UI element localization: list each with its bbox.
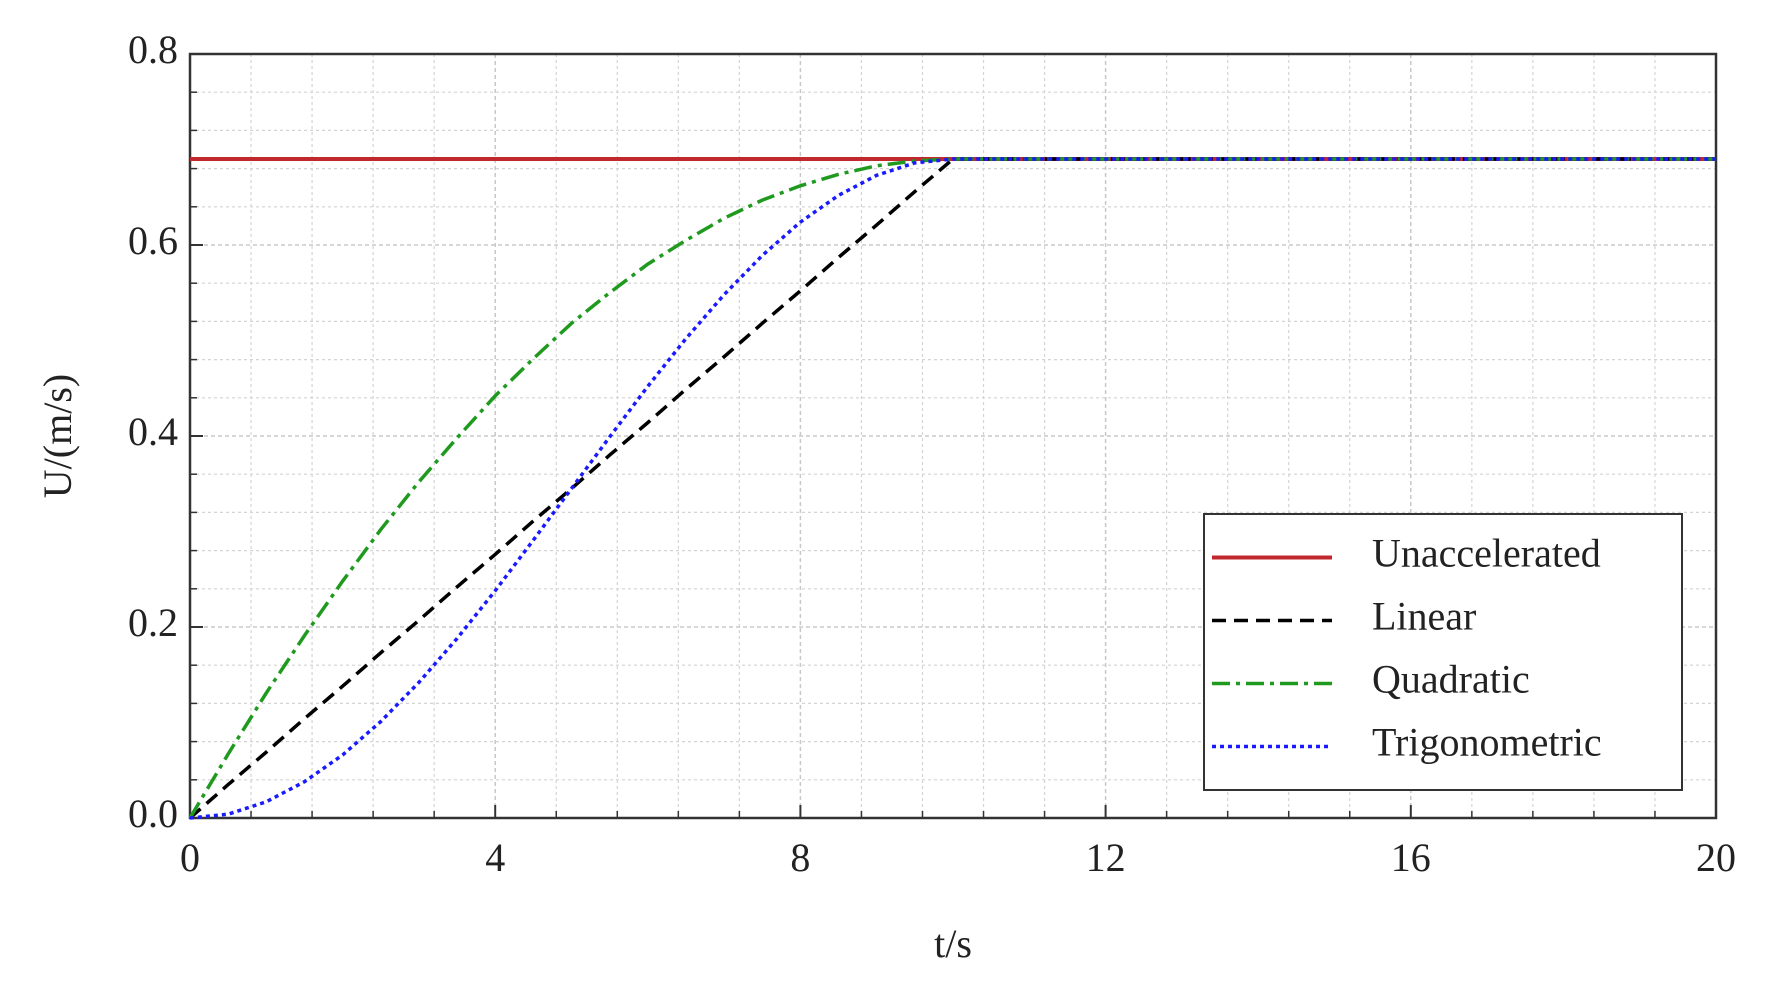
series-line (188, 157, 1716, 820)
x-axis-label: t/s (934, 921, 972, 966)
legend-box (1203, 513, 1683, 791)
series-line (189, 157, 1716, 820)
plot-frame (188, 52, 1718, 820)
y-tick-label: 0.2 (128, 600, 178, 645)
y-tick-label: 0.6 (128, 218, 178, 263)
x-tick-label: 12 (1086, 835, 1126, 880)
x-tick-label: 0 (180, 835, 200, 880)
series-line (188, 157, 1716, 819)
y-tick-label: 0.4 (128, 409, 178, 454)
legend-label: Unaccelerated (1372, 531, 1601, 576)
y-tick-label: 0.8 (128, 27, 178, 72)
x-tick-label: 8 (790, 835, 810, 880)
x-tick-label: 16 (1391, 835, 1431, 880)
x-tick-label: 20 (1696, 835, 1736, 880)
legend-label: Trigonometric (1372, 720, 1602, 765)
x-tick-label: 4 (485, 835, 505, 880)
legend-label: Linear (1372, 594, 1476, 639)
y-tick-label: 0.0 (128, 791, 178, 836)
legend-label: Quadratic (1372, 657, 1530, 702)
y-axis-label: U/(m/s) (35, 374, 80, 498)
